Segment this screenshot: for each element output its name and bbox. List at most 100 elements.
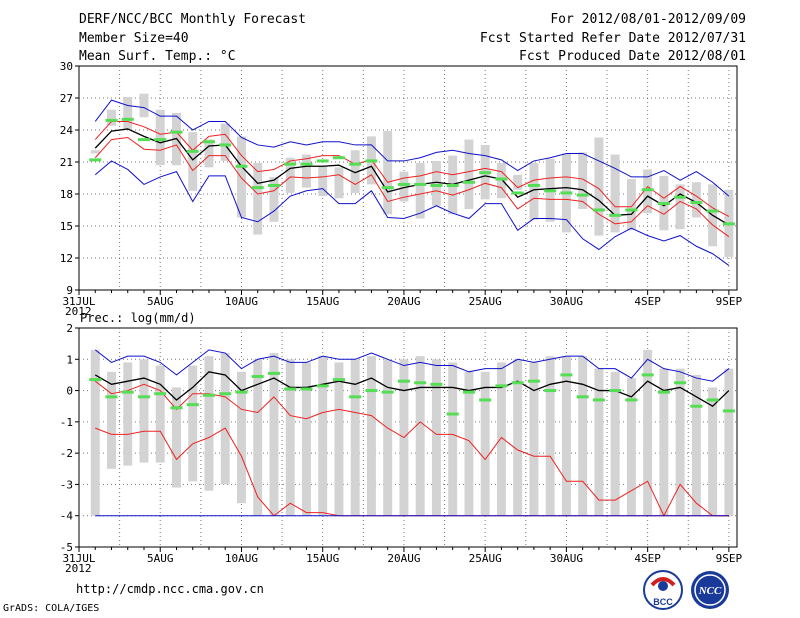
observed-marker [381,390,394,394]
x-year-label: 2012 [65,562,92,575]
observed-marker [202,393,215,397]
observed-marker [674,381,687,385]
member-spread-bar [675,368,685,516]
member-spread-bar [643,349,653,516]
observed-marker [284,162,297,166]
observed-marker [527,183,540,187]
max-line [94,349,730,382]
member-spread-bar [513,174,523,190]
observed-marker [560,373,573,377]
member-spread-bar [253,359,263,516]
mean-line [94,128,730,226]
observed-marker [349,162,362,166]
observed-marker [657,202,670,206]
observed-marker [170,130,183,134]
member-spread-bar [107,109,116,126]
observed-marker [706,209,719,213]
x-tick-label: 20AUG [387,552,420,565]
precipitation-panel: -5 -4 -3 -2 -1 0 1 2 31JUL 5AUG 10AUG 15AUG 20AUG 25A… [60,322,743,575]
member-spread-bar [269,353,279,516]
observed-marker [121,390,134,394]
member-spread-bar [220,353,230,485]
observed-marker [154,392,167,396]
observed-marker [722,222,735,226]
observed-marker [170,406,183,410]
observed-marker [609,389,622,393]
observed-marker [430,183,443,187]
member-spread-bar [350,150,360,193]
member-spread-bar [188,132,198,191]
member-spread-bar [253,163,263,235]
max-line [94,99,730,197]
observed-marker [202,140,215,144]
observed-marker [722,409,735,413]
member-spread-bar [350,359,360,516]
observed-marker [462,390,475,394]
x-year-label: 2012 [65,305,92,318]
observed-marker [690,201,703,205]
member-spread-bar [334,167,344,199]
observed-marker [349,395,362,399]
member-spread-bar [480,371,490,516]
member-spread-bar [464,139,474,209]
y-tick-label: 0 [66,385,73,398]
member-spread-bar [90,150,100,154]
y-tick-label: -4 [60,510,74,523]
observed-marker [495,384,508,388]
observed-marker [251,186,264,190]
bcc-logo-text: BCC [653,597,673,607]
observed-marker [625,208,638,212]
observed-marker [690,404,703,408]
member-spread-bar [188,365,198,482]
observed-marker [414,182,427,186]
member-spread-bar [155,109,165,166]
website-url[interactable]: http://cmdp.ncc.cma.gov.cn [76,582,264,596]
observed-marker [365,389,378,393]
y-tick-label: 30 [60,60,73,73]
observed-marker [235,390,248,394]
member-spread-bar [529,163,539,220]
observed-marker [592,398,605,402]
temperature-panel: 9 12 15 18 21 24 27 30 31JUL 5AUG 10AUG 15AUG 20AUG 2… [60,60,743,318]
x-tick-label: 4SEP [634,295,661,308]
observed-marker [105,395,118,399]
y-tick-label: 18 [60,188,73,201]
observed-marker [446,412,459,416]
lower-line [94,136,730,238]
member-spread-bar [139,359,149,463]
plot-frame [78,327,738,548]
observed-marker [625,398,638,402]
observed-marker [251,374,264,378]
observed-marker [332,378,345,382]
y-tick-label: 12 [60,252,73,265]
member-spread-bar [496,163,506,199]
member-spread-bar [691,374,701,516]
forecast-period: For 2012/08/01-2012/09/09 [550,12,746,27]
min-line [94,160,730,266]
x-tick-label: 5AUG [147,295,174,308]
observed-marker [316,384,329,388]
member-spread-bar [139,93,149,118]
observed-marker [657,390,670,394]
x-tick-label: 30AUG [550,295,583,308]
member-spread-bar [383,131,393,215]
x-tick-label: 9SEP [716,552,743,565]
member-spread-bar [237,136,246,218]
observed-marker [267,183,280,187]
member-spread-bar [496,362,506,516]
x-tick-label: 10AUG [225,552,258,565]
member-spread-bar [90,349,100,516]
member-spread-bar [383,359,393,516]
forecast-start-date: Fcst Started Refer Date 2012/07/31 [479,31,746,46]
observed-marker [609,213,622,217]
member-spread-bar [123,362,133,466]
member-spread-bar [269,176,279,222]
observed-marker [121,117,134,121]
member-spread-bar [610,371,620,516]
x-tick-label: 5AUG [147,552,174,565]
member-spread-bar [675,184,685,230]
observed-marker [137,138,150,142]
observed-marker [479,398,492,402]
member-spread-bar [513,359,523,516]
